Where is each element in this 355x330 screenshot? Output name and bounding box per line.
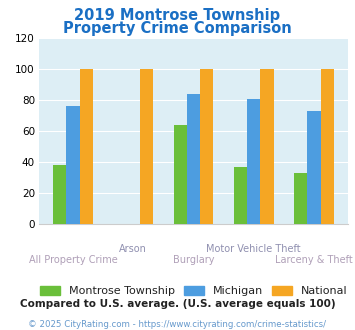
Bar bbox=[260, 69, 274, 224]
Text: 2019 Montrose Township: 2019 Montrose Township bbox=[75, 8, 280, 23]
Text: Property Crime Comparison: Property Crime Comparison bbox=[63, 21, 292, 36]
Bar bbox=[294, 173, 307, 224]
Bar bbox=[247, 99, 260, 224]
Bar bbox=[174, 125, 187, 224]
Bar bbox=[307, 111, 321, 224]
Legend: Montrose Township, Michigan, National: Montrose Township, Michigan, National bbox=[40, 286, 347, 296]
Text: Burglary: Burglary bbox=[173, 255, 214, 265]
Text: Arson: Arson bbox=[119, 244, 147, 254]
Text: Motor Vehicle Theft: Motor Vehicle Theft bbox=[206, 244, 301, 254]
Bar bbox=[53, 165, 66, 224]
Bar bbox=[234, 167, 247, 224]
Text: All Property Crime: All Property Crime bbox=[29, 255, 118, 265]
Text: Larceny & Theft: Larceny & Theft bbox=[275, 255, 353, 265]
Bar bbox=[321, 69, 334, 224]
Bar bbox=[140, 69, 153, 224]
Bar bbox=[66, 106, 80, 224]
Text: © 2025 CityRating.com - https://www.cityrating.com/crime-statistics/: © 2025 CityRating.com - https://www.city… bbox=[28, 320, 327, 329]
Bar bbox=[200, 69, 213, 224]
Bar bbox=[80, 69, 93, 224]
Text: Compared to U.S. average. (U.S. average equals 100): Compared to U.S. average. (U.S. average … bbox=[20, 299, 335, 309]
Bar bbox=[187, 94, 200, 224]
